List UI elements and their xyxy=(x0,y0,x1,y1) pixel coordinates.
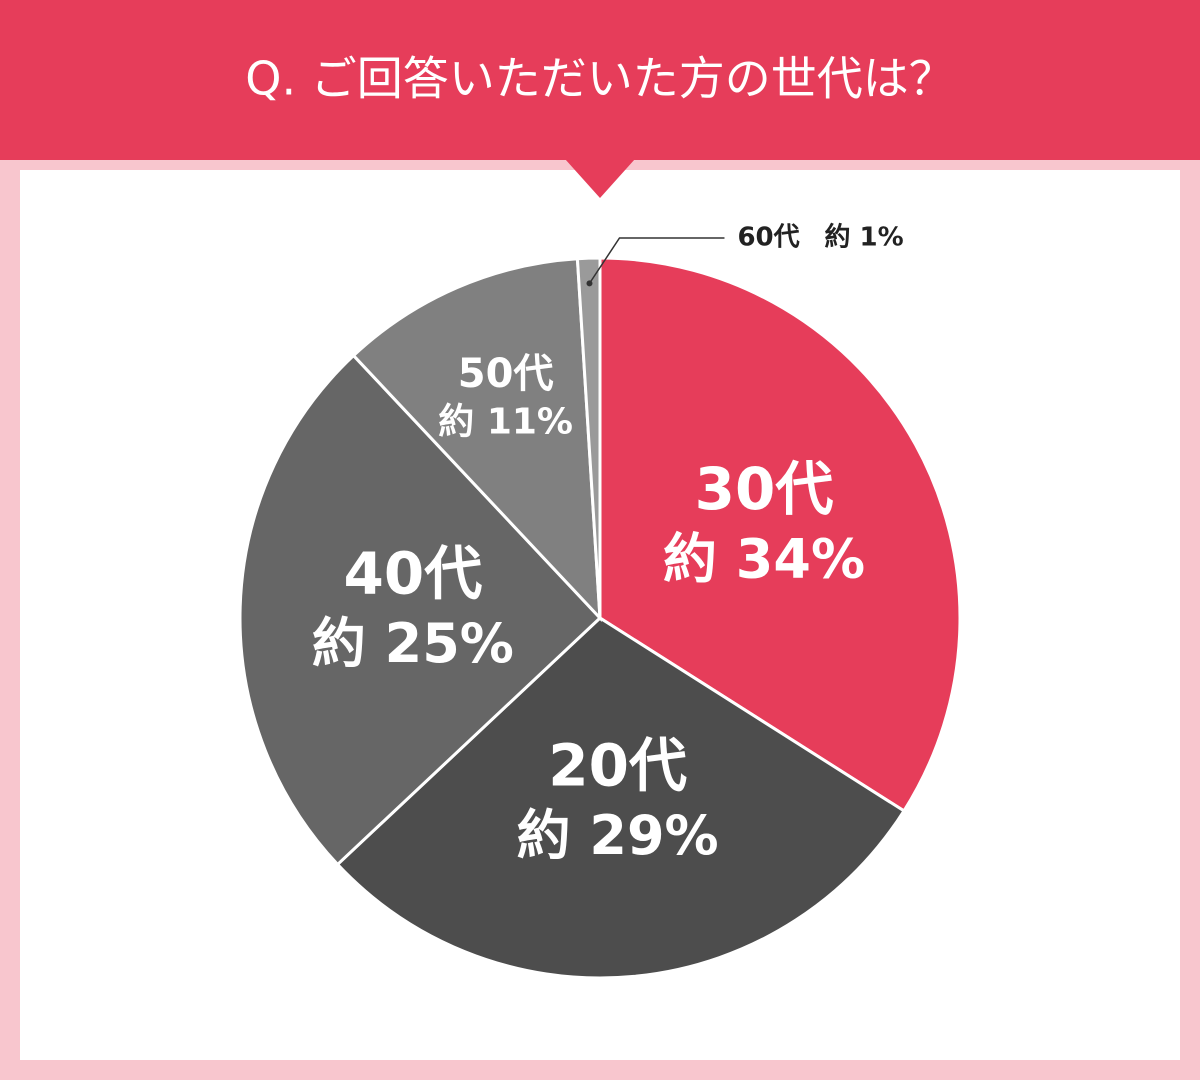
slice-category: 30代 xyxy=(695,455,834,523)
slice-category: 40代 xyxy=(344,539,483,607)
slice-category: 50代 xyxy=(458,351,554,397)
slice-category: 60代 xyxy=(737,223,799,253)
slice-value-label: 約 34% xyxy=(663,528,865,591)
pie-slice xyxy=(335,616,907,980)
chart-title: Q. ご回答いただいた方の世代は？ xyxy=(245,52,954,106)
pie-slice xyxy=(238,353,603,867)
header-pointer xyxy=(565,159,635,198)
pie-slice xyxy=(575,256,602,619)
pie-slice xyxy=(351,257,602,623)
slice-category: 20代 xyxy=(548,732,687,800)
pie-slice xyxy=(598,256,962,813)
slice-value-label: 約 1% xyxy=(824,222,903,253)
leader-line xyxy=(588,237,725,284)
slice-value-label: 約 25% xyxy=(312,612,514,675)
slice-value-label: 約 29% xyxy=(517,804,719,867)
header xyxy=(0,0,1200,160)
slice-value-label: 約 11% xyxy=(438,401,573,442)
